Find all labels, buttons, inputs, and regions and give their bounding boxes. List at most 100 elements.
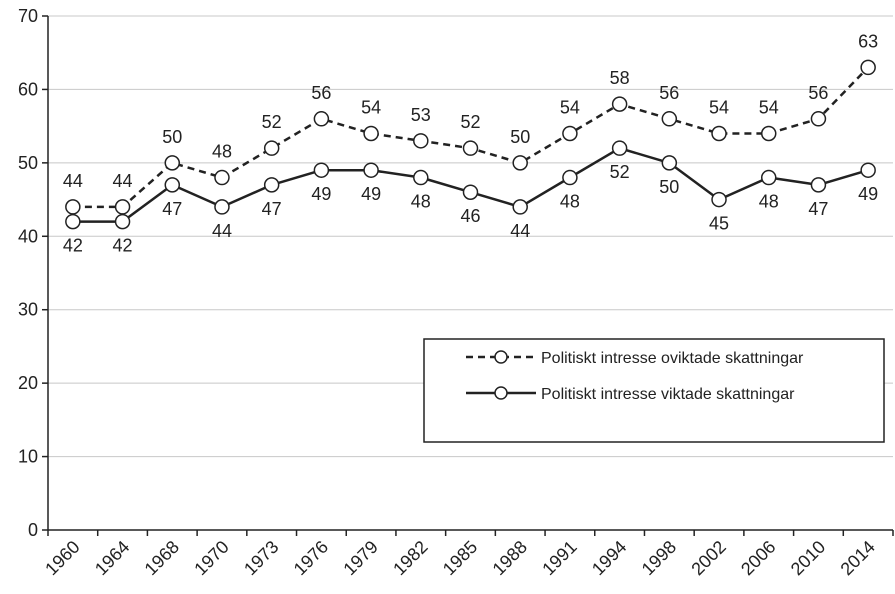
y-tick-label: 30 — [18, 300, 38, 320]
data-point — [214, 169, 230, 186]
data-label: 56 — [311, 83, 331, 103]
x-tick-label: 1970 — [190, 537, 232, 579]
data-label: 52 — [460, 112, 480, 132]
data-point — [760, 169, 777, 186]
x-tick-label: 2010 — [787, 537, 829, 579]
data-label: 42 — [113, 236, 133, 256]
y-tick-label: 20 — [18, 373, 38, 393]
data-point — [313, 162, 330, 178]
data-label: 48 — [759, 192, 779, 212]
x-tick-label: 1998 — [638, 537, 680, 579]
data-point — [164, 155, 181, 171]
x-tick-label: 1976 — [290, 537, 332, 579]
legend-label-unweighted: Politiskt intresse oviktade skattningar — [541, 350, 804, 367]
data-point — [562, 125, 578, 142]
data-point — [164, 177, 181, 193]
y-tick-label: 0 — [28, 520, 38, 540]
legend-marker-circle — [494, 386, 508, 400]
data-point — [363, 125, 379, 142]
data-label: 45 — [709, 214, 729, 234]
data-label: 50 — [659, 177, 679, 197]
data-point — [263, 177, 280, 193]
x-tick-label: 1994 — [588, 537, 630, 579]
data-point — [860, 162, 876, 178]
data-point — [760, 125, 777, 142]
data-point — [562, 169, 578, 186]
data-label: 49 — [311, 184, 331, 204]
data-label: 48 — [560, 192, 580, 212]
legend-marker-circle — [494, 350, 508, 364]
y-tick-label: 50 — [18, 153, 38, 173]
data-label: 56 — [808, 83, 828, 103]
x-tick-label: 1979 — [339, 537, 381, 579]
data-point — [860, 59, 876, 76]
data-point — [661, 155, 678, 171]
y-tick-label: 10 — [18, 447, 38, 467]
data-labels: 44 44 50 48 52 56 54 53 52 50 54 58 56 54 54 56 63 42 42 47… — [63, 31, 878, 255]
legend-entry-weighted: Politiskt intresse viktade skattningar — [466, 386, 795, 403]
data-point — [711, 125, 727, 142]
data-label: 44 — [113, 171, 133, 191]
data-label: 48 — [411, 192, 431, 212]
data-point — [810, 111, 827, 127]
axes — [42, 15, 894, 536]
data-label: 63 — [858, 31, 878, 51]
x-tick-labels: 1960 1964 1968 1970 1973 1976 1979 1982 1985 1988… — [41, 537, 879, 579]
x-tick-label: 1960 — [41, 537, 83, 579]
x-tick-label: 2014 — [837, 537, 879, 579]
series-markers — [65, 59, 876, 230]
data-point — [263, 140, 280, 156]
data-point — [114, 213, 131, 230]
data-point — [413, 133, 429, 149]
data-point — [512, 155, 528, 171]
y-tick-labels: 0 10 20 30 40 50 60 70 — [18, 6, 38, 540]
legend-label-weighted: Politiskt intresse viktade skattningar — [541, 386, 795, 403]
data-label: 52 — [610, 162, 630, 182]
x-tick-label: 1964 — [91, 537, 133, 579]
data-label: 54 — [361, 97, 381, 117]
data-label: 47 — [808, 199, 828, 219]
data-label: 53 — [411, 105, 431, 125]
x-tick-label: 1985 — [439, 537, 481, 579]
data-label: 42 — [63, 236, 83, 256]
data-point — [711, 191, 727, 208]
data-label: 52 — [262, 112, 282, 132]
data-label: 54 — [759, 97, 779, 117]
data-label: 49 — [361, 184, 381, 204]
data-label: 50 — [162, 127, 182, 147]
data-point — [65, 199, 81, 215]
data-label: 58 — [610, 68, 630, 88]
data-label: 54 — [560, 97, 580, 117]
data-label: 56 — [659, 83, 679, 103]
legend-entry-unweighted: Politiskt intresse oviktade skattningar — [466, 350, 804, 367]
x-tick-label: 1991 — [538, 537, 580, 579]
y-tick-label: 70 — [18, 6, 38, 26]
data-point — [810, 177, 827, 193]
x-tick-label: 1973 — [240, 537, 282, 579]
data-label: 47 — [162, 199, 182, 219]
legend: Politiskt intresse oviktade skattningar … — [423, 338, 885, 443]
data-label: 48 — [212, 142, 232, 162]
x-tick-label: 1968 — [141, 537, 183, 579]
data-point — [65, 213, 81, 230]
data-label: 44 — [63, 171, 83, 191]
y-tick-label: 60 — [18, 79, 38, 99]
data-point — [363, 162, 379, 178]
y-tick-label: 40 — [18, 226, 38, 246]
x-tick-label: 1982 — [389, 537, 431, 579]
data-label: 46 — [460, 206, 480, 226]
x-tick-label: 2006 — [737, 537, 779, 579]
data-label: 44 — [510, 221, 530, 241]
data-label: 44 — [212, 221, 232, 241]
data-label: 50 — [510, 127, 530, 147]
data-point — [413, 169, 429, 186]
data-point — [661, 111, 678, 127]
data-point — [611, 96, 628, 112]
data-point — [512, 199, 528, 215]
data-point — [214, 199, 230, 215]
data-point — [114, 199, 131, 215]
data-point — [313, 111, 330, 127]
data-point — [462, 140, 479, 156]
x-tick-label: 1988 — [489, 537, 531, 579]
